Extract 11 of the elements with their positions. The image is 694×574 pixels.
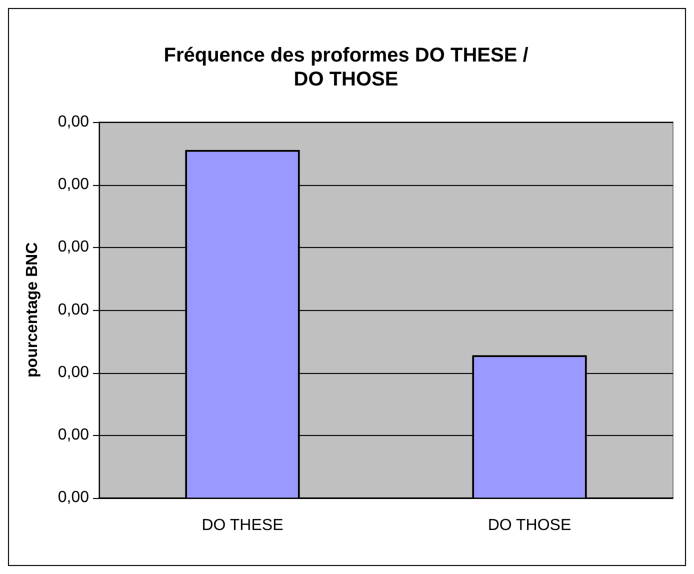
text: 0,00 bbox=[58, 176, 90, 194]
x-tick-label: DO THESE bbox=[202, 516, 284, 534]
x-tick-label: DO THOSE bbox=[488, 516, 572, 534]
text: 0,00 bbox=[58, 238, 90, 256]
chart-title: Fréquence des proformes DO THESE / DO THOSE bbox=[164, 44, 529, 91]
text: 0,00 bbox=[58, 301, 90, 318]
text: 0,00 bbox=[58, 113, 90, 130]
text: 0,00 bbox=[58, 426, 90, 444]
text: 0,00 bbox=[58, 364, 90, 381]
y-axis-title: pourcentage BNC bbox=[24, 242, 42, 378]
text: 0,00 bbox=[58, 489, 90, 506]
